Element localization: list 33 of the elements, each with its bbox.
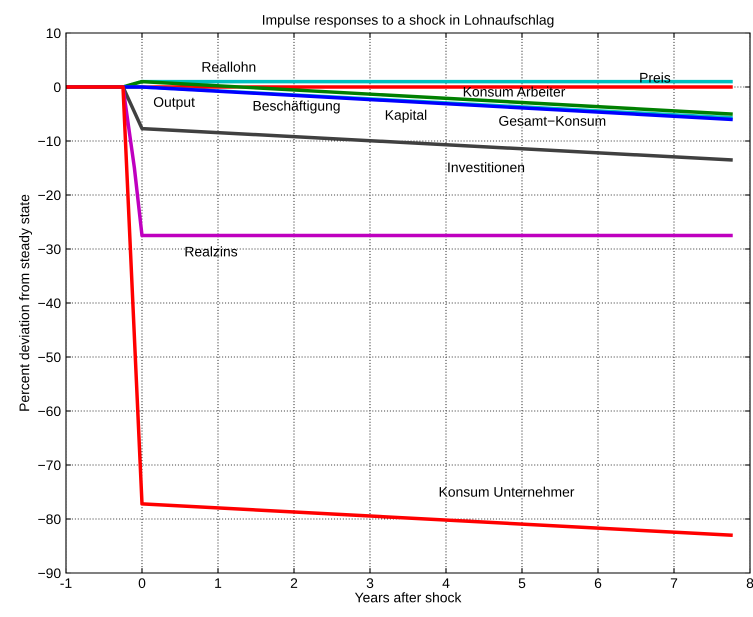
annotation: Konsum Arbeiter [464,86,566,97]
x-tick-label: 3 [366,578,374,588]
x-axis-title: Years after shock [354,592,462,602]
x-tick-label: 6 [594,578,602,588]
annotation: Reallohn [202,62,256,72]
x-tick-label: 1 [215,578,222,588]
y-tick-label: 10 [46,28,61,38]
y-tick-label: −60 [38,406,61,416]
y-tick-label: −30 [38,244,61,254]
annotation: Kapital [386,110,426,123]
y-tick-label: −90 [38,568,61,578]
y-tick-label: −40 [38,298,61,308]
x-tick-label: 8 [746,578,753,588]
y-tick-label: −50 [38,352,61,362]
x-tick-label: 7 [670,578,678,588]
annotation: Konsum Unternehmer [440,486,574,497]
x-tick-label: 2 [290,578,298,588]
annotation: Gesamt−Konsum [499,116,606,126]
y-tick-label: −80 [38,514,61,524]
x-tick-label: 0 [138,578,146,588]
annotation: Investitionen [448,162,524,172]
y-tick-label: 0 [54,82,61,92]
chart-title: Impulse responses to a shock in Lohnaufschlag [262,14,554,28]
y-axis-title: Percent deviation from steady state [19,194,32,411]
x-tick-label: 5 [518,578,526,588]
y-tick-label: −20 [38,190,61,200]
y-tick-label: −10 [38,136,61,146]
y-tick-label: −70 [38,460,61,470]
x-tick-label: 4 [442,578,450,588]
annotation: Output [154,97,195,110]
x-tick-label: -1 [60,578,72,588]
annotation: Beschäftigung [254,100,340,114]
annotation: Realzins [186,246,238,257]
